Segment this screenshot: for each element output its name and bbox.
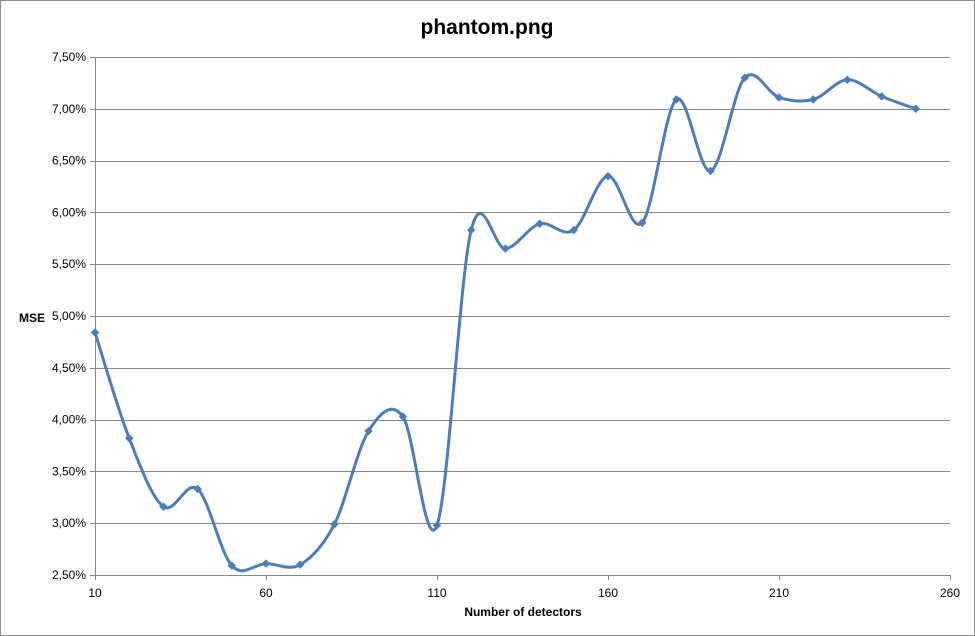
y-tick-label: 5,50%: [52, 257, 86, 271]
data-point: [911, 104, 921, 114]
y-tick-label: 7,00%: [52, 102, 86, 116]
y-tick-labels: 2,50% 3,00% 3,50% 4,00% 4,50% 5,00% 5,50% 6,00%…: [52, 50, 86, 582]
y-tick-label: 6,00%: [52, 205, 86, 219]
data-point: [740, 73, 750, 83]
data-point: [843, 75, 852, 85]
y-tick-label: 7,50%: [52, 50, 86, 64]
data-point: [227, 561, 237, 571]
series-layer: [93, 73, 918, 573]
chart-title: phantom.png: [421, 16, 554, 39]
data-point: [466, 225, 476, 235]
data-point: [569, 225, 579, 235]
y-axis-label: MSE: [19, 311, 45, 325]
y-tick-label: 2,50%: [52, 568, 86, 582]
x-tick-label: 10: [88, 586, 102, 600]
data-point: [193, 484, 202, 494]
y-tick-label: 5,00%: [52, 309, 86, 323]
y-tick-label: 3,00%: [52, 516, 86, 530]
x-tick-label: 60: [259, 586, 273, 600]
data-point: [706, 166, 715, 176]
gridlines: [95, 57, 950, 524]
data-point: [637, 218, 647, 228]
data-point: [808, 95, 818, 104]
data-point: [398, 412, 408, 421]
data-point: [364, 426, 373, 436]
data-point: [672, 95, 681, 104]
x-tick-label: 160: [598, 586, 618, 600]
x-tick-label: 110: [427, 586, 446, 600]
x-axis-label: Number of detectors: [464, 605, 582, 619]
series-line: [93, 73, 918, 573]
data-point: [535, 219, 544, 229]
y-tick-label: 4,50%: [52, 361, 86, 375]
data-point: [774, 93, 784, 102]
x-tick-label: 260: [940, 586, 960, 600]
data-point: [159, 502, 168, 511]
x-tick-labels: 10 60 110 160 210 260: [88, 586, 960, 600]
x-tick-label: 210: [769, 586, 789, 600]
data-point: [90, 328, 100, 337]
data-point: [295, 560, 305, 569]
data-point: [501, 244, 510, 254]
y-tick-label: 3,50%: [52, 464, 86, 478]
data-point: [432, 520, 442, 530]
data-point: [877, 92, 886, 101]
data-point: [330, 519, 339, 529]
data-point: [261, 559, 271, 568]
y-tick-label: 6,50%: [52, 154, 86, 168]
marker-layer: [90, 73, 921, 571]
data-point: [124, 433, 134, 443]
y-tick-label: 4,00%: [52, 413, 86, 427]
data-point: [603, 171, 613, 181]
axes: [90, 57, 951, 580]
